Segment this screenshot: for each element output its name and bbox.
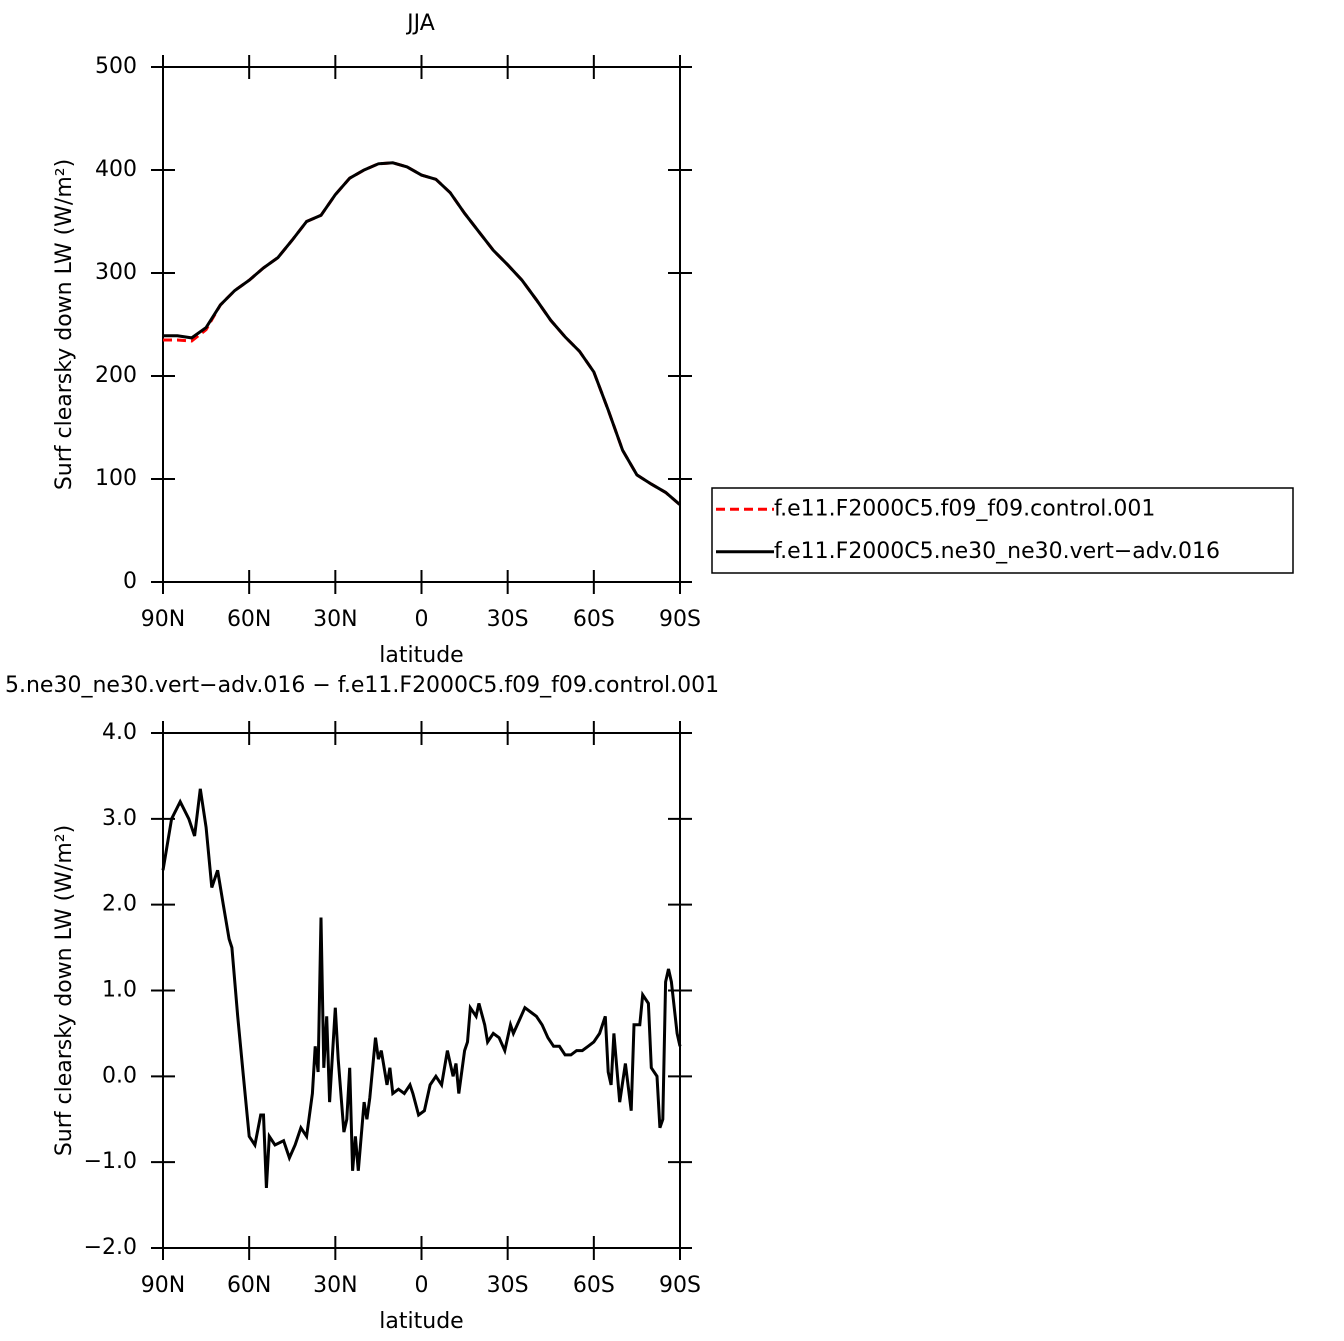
data-line: [161, 788, 682, 1188]
y-tick-label: 1.0: [102, 978, 137, 1003]
x-tick-label: 60N: [227, 1273, 271, 1298]
x-tick-label: 90N: [141, 1273, 185, 1298]
y-tick-label: −2.0: [84, 1235, 137, 1260]
x-axis-label: latitude: [379, 1309, 463, 1334]
y-tick-label: 400: [95, 157, 137, 182]
x-tick-label: 90S: [659, 607, 701, 632]
plot-frame: [162, 66, 681, 583]
y-tick-label: 500: [95, 54, 137, 79]
x-tick-label: 60N: [227, 607, 271, 632]
y-axis-label: Surf clearsky down LW (W/m²): [52, 159, 77, 490]
x-tick-label: 30N: [313, 607, 357, 632]
x-tick-label: 0: [415, 607, 429, 632]
x-tick-label: 30S: [487, 1273, 529, 1298]
data-line: [163, 161, 681, 506]
y-axis-label: Surf clearsky down LW (W/m²): [52, 825, 77, 1156]
x-tick-label: 60S: [573, 607, 615, 632]
data-line: [163, 161, 681, 506]
y-tick-label: 2.0: [102, 892, 137, 917]
chart-title: JJA: [405, 11, 435, 36]
x-tick-label: 0: [415, 1273, 429, 1298]
x-tick-label: 30S: [487, 607, 529, 632]
x-tick-label: 90N: [141, 607, 185, 632]
y-tick-label: 100: [95, 466, 137, 491]
x-tick-label: 30N: [313, 1273, 357, 1298]
y-tick-label: 300: [95, 260, 137, 285]
y-tick-label: 200: [95, 363, 137, 388]
plot-frame: [162, 732, 681, 1249]
y-tick-label: −1.0: [84, 1149, 137, 1174]
x-axis-label: latitude: [379, 643, 463, 668]
y-tick-label: 3.0: [102, 806, 137, 831]
y-tick-label: 0: [123, 569, 137, 594]
y-tick-label: 0.0: [102, 1063, 137, 1088]
y-tick-label: 4.0: [102, 720, 137, 745]
legend-label: f.e11.F2000C5.ne30_ne30.vert−adv.016: [774, 539, 1220, 564]
legend-label: f.e11.F2000C5.f09_f09.control.001: [774, 496, 1155, 521]
x-tick-label: 90S: [659, 1273, 701, 1298]
chart-title: 5.ne30_ne30.vert−adv.016 − f.e11.F2000C5…: [5, 673, 719, 698]
legend-box: [711, 487, 1294, 574]
x-tick-label: 60S: [573, 1273, 615, 1298]
